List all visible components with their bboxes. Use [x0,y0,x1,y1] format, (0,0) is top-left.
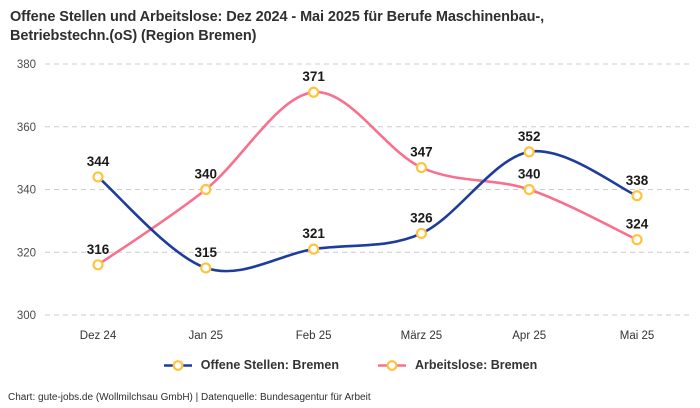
data-point-marker [308,243,320,255]
x-axis-tick-label: Apr 25 [512,330,546,342]
y-axis-tick-label: 380 [17,59,36,71]
data-point-marker [308,86,320,98]
y-axis-tick-label: 340 [17,185,36,197]
x-axis-tick-label: Feb 25 [296,330,332,342]
attribution-footer: Chart: gute-jobs.de (Wollmilchsau GmbH) … [8,392,371,403]
plot-area: 300 320 340 360 380 Dez 24 Jan 25 Feb 25 März 25… [17,59,692,342]
y-axis-tick-label: 320 [17,247,36,259]
legend-item-offene-stellen[interactable]: Offene Stellen: Bremen [163,358,339,372]
legend-label-arbeitslose: Arbeitslose: Bremen [414,358,538,372]
data-point-marker [523,146,535,158]
data-point-label: 340 [518,167,541,182]
data-point-label: 347 [410,145,433,160]
data-point-marker [631,190,643,202]
series-line-arbeitslose [96,90,639,267]
data-point-label: 352 [518,129,541,144]
data-point-label: 340 [195,167,218,182]
x-axis-tick-label: März 25 [401,330,443,342]
data-point-label: 371 [302,69,325,84]
data-point-label: 344 [87,154,110,169]
legend-marker-circle [386,359,398,371]
data-point-marker [415,161,427,174]
data-point-marker [200,183,212,196]
line-marker-icon [377,359,406,371]
data-point-label: 321 [302,226,325,241]
line-marker-icon [163,359,192,371]
x-axis-tick-label: Dez 24 [80,330,117,342]
data-point-marker [92,259,104,271]
legend: Offene Stellen: Bremen Arbeitslose: Brem… [0,358,700,372]
data-point-marker [523,183,535,196]
chart-card: Offene Stellen und Arbeitslose: Dez 2024… [0,8,700,403]
data-point-label: 338 [626,173,649,188]
legend-item-arbeitslose[interactable]: Arbeitslose: Bremen [377,358,537,372]
chart-title: Offene Stellen und Arbeitslose: Dez 2024… [10,9,545,44]
x-axis-tick-label: Jan 25 [189,330,224,342]
series-line-offene-stellen [96,149,639,273]
data-point-label: 324 [626,217,649,232]
data-point-label: 315 [195,245,218,260]
data-point-marker [92,171,104,183]
y-axis-tick-label: 360 [17,122,36,134]
legend-label-offene-stellen: Offene Stellen: Bremen [200,358,339,372]
data-point-marker [200,262,212,274]
legend-marker-circle [172,359,184,371]
data-point-marker [631,234,643,246]
data-point-label: 316 [87,242,110,257]
data-point-label: 326 [410,210,433,225]
x-axis-tick-label: Mai 25 [620,330,655,342]
y-axis-tick-label: 300 [17,310,36,322]
data-point-marker [415,227,427,240]
